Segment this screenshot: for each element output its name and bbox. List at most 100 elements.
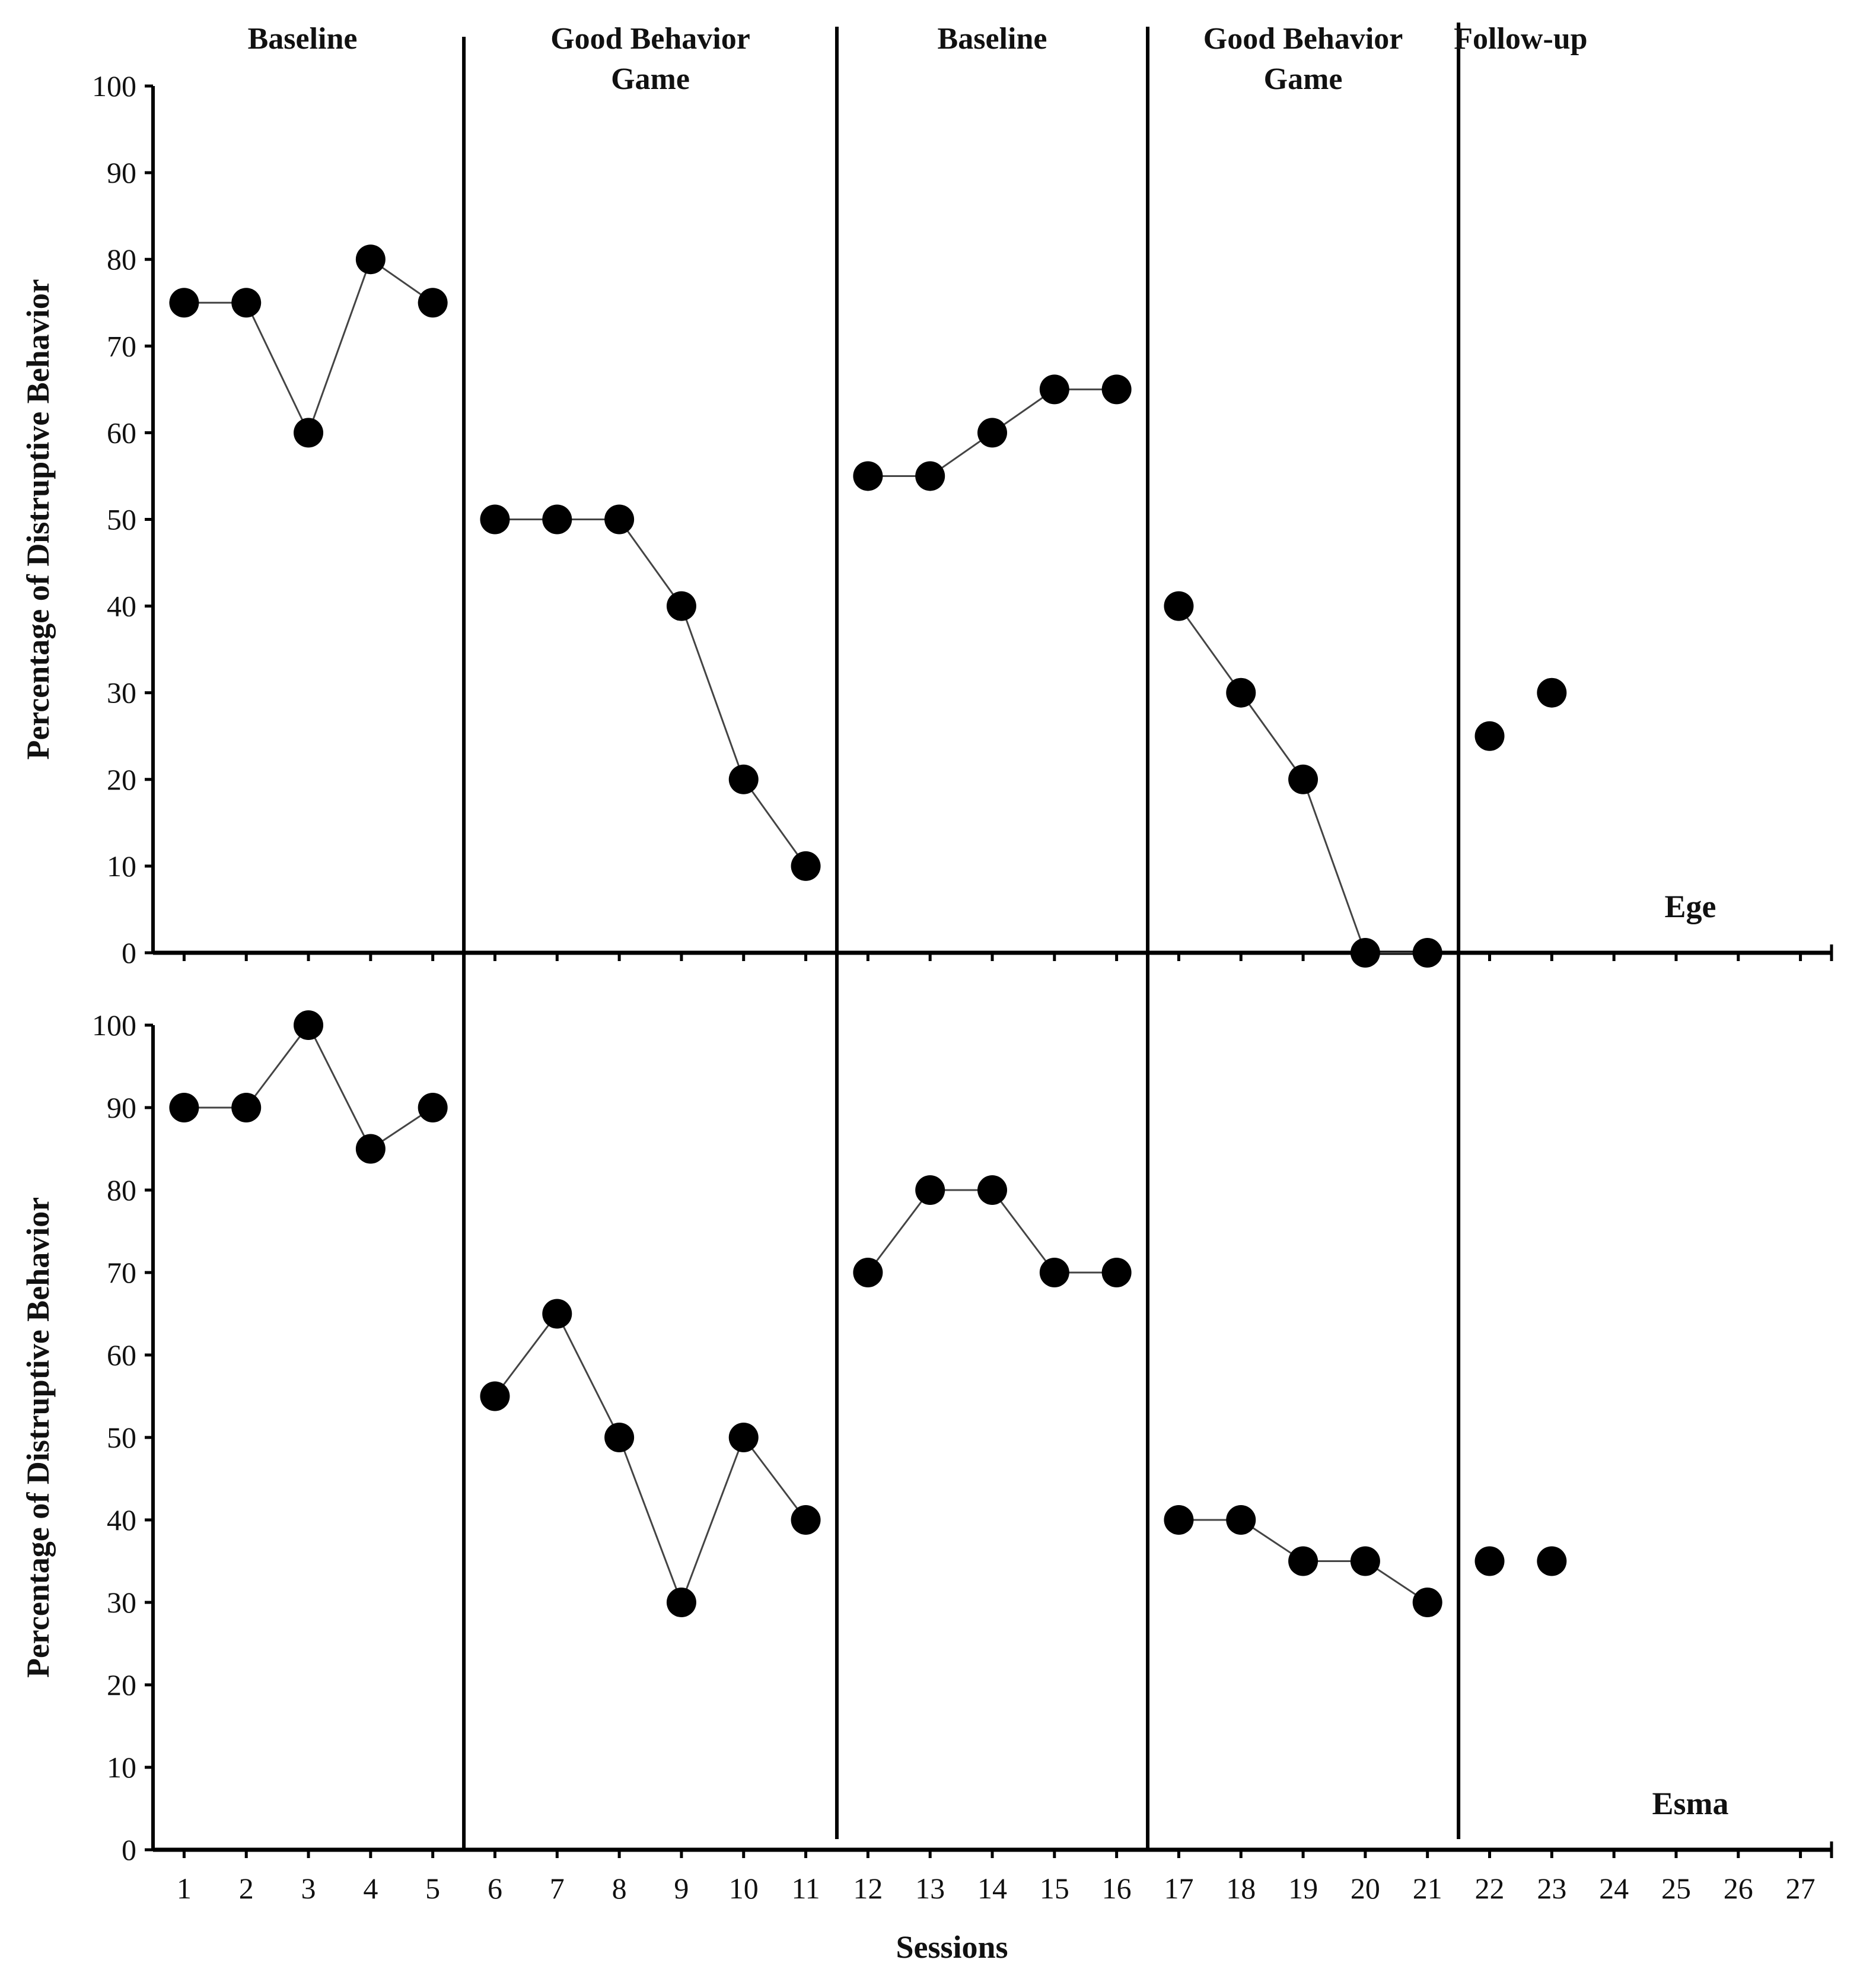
panel-2-y-tick-label: 100 <box>92 1009 136 1042</box>
panel-2-data-point-session-13 <box>915 1175 945 1205</box>
panel-2-data-point-session-16 <box>1101 1258 1132 1287</box>
x-tick-label: 14 <box>977 1872 1007 1905</box>
panel-2-y-axis-title: Percentage of Distruptive Behavior <box>20 1197 56 1678</box>
panel-2-data-point-session-2 <box>231 1093 262 1122</box>
panel-1-data-point-session-4 <box>355 244 386 275</box>
panel-2-data-point-session-6 <box>480 1381 510 1411</box>
panel-2-data-point-session-12 <box>853 1258 883 1287</box>
panel-2-data-point-session-20 <box>1350 1546 1380 1576</box>
x-tick-label: 10 <box>729 1872 759 1905</box>
panel-2-data-point-session-17 <box>1164 1505 1194 1535</box>
panel-2-data-point-session-22 <box>1474 1546 1505 1576</box>
x-tick-label: 23 <box>1537 1872 1566 1905</box>
panel-1-data-point-session-8 <box>604 504 635 535</box>
panel-2-data-point-session-21 <box>1412 1588 1442 1617</box>
x-tick-label: 22 <box>1475 1872 1505 1905</box>
panel-1-series-segment <box>1302 779 1367 953</box>
panel-2-data-point-session-8 <box>604 1423 635 1452</box>
phase-label-5: Follow-up <box>1454 22 1587 56</box>
x-axis-title: Sessions <box>896 1929 1008 1965</box>
panel-1-y-tick-label: 20 <box>107 763 136 796</box>
data-points <box>169 244 1567 1617</box>
phase-label-4: Good Behavior <box>1203 22 1403 56</box>
panel-2-y-tick-label: 60 <box>107 1338 136 1372</box>
x-tick-label: 1 <box>177 1872 192 1905</box>
x-tick-label: 3 <box>301 1872 316 1905</box>
panel-1-data-point-session-12 <box>853 461 883 491</box>
x-tick-label: 21 <box>1413 1872 1442 1905</box>
panel-1-y-tick-label: 80 <box>107 243 136 276</box>
x-tick-label: 5 <box>425 1872 440 1905</box>
panel-2-data-point-session-3 <box>294 1010 324 1040</box>
x-tick-label: 20 <box>1351 1872 1380 1905</box>
panel-2-data-point-session-5 <box>418 1093 448 1122</box>
panel-1-data-point-session-18 <box>1226 677 1256 708</box>
panel-1-y-tick-label: 100 <box>92 69 136 103</box>
x-tick-label: 8 <box>612 1872 627 1905</box>
panel-2-data-point-session-9 <box>666 1588 696 1617</box>
x-tick-label: 2 <box>239 1872 254 1905</box>
panel-1-y-tick-label: 10 <box>107 850 136 883</box>
panel-2-series-segment <box>867 1189 931 1273</box>
panel-1-data-point-session-10 <box>728 764 759 794</box>
panel-1-y-tick-label: 70 <box>107 329 136 362</box>
phase-change-lines <box>462 23 1461 1850</box>
panel-1-data-point-session-20 <box>1350 938 1380 968</box>
x-tick-label: 24 <box>1599 1872 1629 1905</box>
panel-1-data-point-session-15 <box>1039 374 1069 405</box>
panel-1-data-point-session-17 <box>1164 591 1194 621</box>
data-lines <box>184 258 1428 1604</box>
panel-2-data-point-session-11 <box>791 1505 821 1535</box>
panel-2-y-tick-label: 90 <box>107 1091 136 1124</box>
panel-1-series-segment <box>1240 692 1304 780</box>
panel-2-series-segment <box>246 1025 310 1108</box>
axes <box>145 84 1833 1858</box>
x-tick-label: 12 <box>853 1872 883 1905</box>
panel-2-data-point-session-14 <box>977 1175 1007 1205</box>
x-tick-label: 9 <box>674 1872 689 1905</box>
panel-2-y-tick-label: 50 <box>107 1421 136 1454</box>
panel-1-data-point-session-22 <box>1474 721 1505 751</box>
panel-1-data-point-session-3 <box>294 418 324 448</box>
phase-label-2: Good Behavior <box>550 22 750 56</box>
panel-1-y-axis-title: Percentage of Distruptive Behavior <box>20 279 56 759</box>
panel-2-y-tick-label: 10 <box>107 1751 136 1784</box>
x-tick-label: 27 <box>1786 1872 1816 1905</box>
phase-label-3: Baseline <box>938 22 1047 56</box>
panel-2-series-segment <box>556 1313 620 1438</box>
panel-1-data-point-session-13 <box>915 461 945 491</box>
panel-2-series-segment <box>307 1025 372 1150</box>
panel-1-data-point-session-6 <box>480 504 510 535</box>
panel-2-series-segment <box>494 1313 558 1397</box>
panel-2-data-point-session-4 <box>355 1134 386 1164</box>
panel-2-data-point-session-10 <box>728 1423 759 1452</box>
panel-1-data-point-session-9 <box>666 591 696 621</box>
panel-1-y-tick-label: 90 <box>107 156 136 189</box>
x-tick-label: 15 <box>1040 1872 1069 1905</box>
panel-2-data-point-session-18 <box>1226 1505 1256 1535</box>
panel-1-data-point-session-19 <box>1288 764 1318 794</box>
panel-1-data-point-session-2 <box>231 288 262 318</box>
panel-2-data-point-session-15 <box>1039 1258 1069 1287</box>
x-tick-label: 19 <box>1288 1872 1318 1905</box>
x-tick-label: 4 <box>363 1872 378 1905</box>
panel-1-data-point-session-5 <box>418 288 448 318</box>
panel-1-series-segment <box>307 259 372 433</box>
x-tick-label: 17 <box>1164 1872 1193 1905</box>
x-tick-label: 6 <box>488 1872 502 1905</box>
panel-1-y-tick-label: 60 <box>107 416 136 449</box>
panel-1-data-point-session-1 <box>169 288 199 318</box>
panel-1-series-segment <box>743 778 807 867</box>
x-tick-label: 13 <box>915 1872 945 1905</box>
panel-2-y-tick-label: 80 <box>107 1173 136 1207</box>
panel-1-y-tick-label: 0 <box>122 936 136 969</box>
panel-1-data-point-session-21 <box>1412 938 1442 968</box>
panel-2-y-tick-label: 40 <box>107 1503 136 1537</box>
panel-2-data-point-session-1 <box>169 1093 199 1122</box>
panel-1-data-point-session-11 <box>791 851 821 881</box>
panel-1-data-point-session-14 <box>977 418 1007 448</box>
panel-1-series-segment <box>245 302 310 434</box>
x-tick-label: 26 <box>1724 1872 1753 1905</box>
x-tick-label: 7 <box>550 1872 565 1905</box>
